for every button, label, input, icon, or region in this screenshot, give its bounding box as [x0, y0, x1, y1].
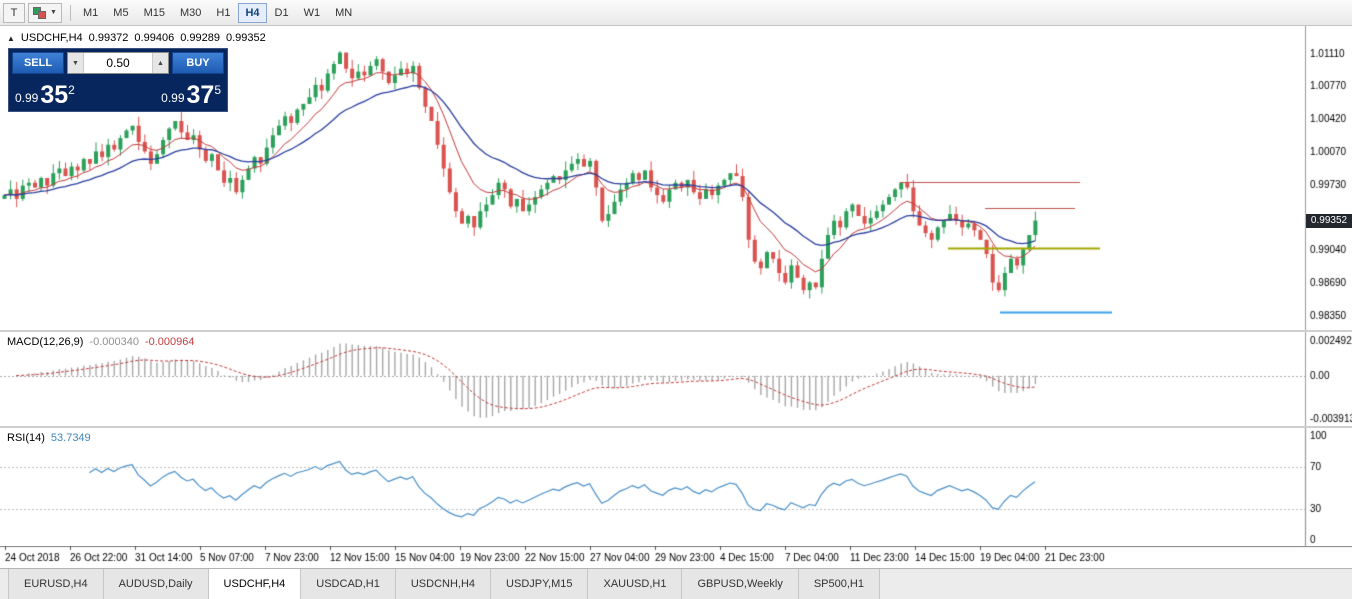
tab-usdchf-h4[interactable]: USDCHF,H4 [208, 569, 302, 599]
window-icon[interactable]: T [3, 2, 25, 23]
one-click-prices-row: 0.99 35 2 0.99 37 5 [12, 76, 224, 108]
rsi-label: RSI(14) 53.7349 [7, 432, 91, 444]
tab-gbpusd-weekly[interactable]: GBPUSD,Weekly [682, 569, 799, 599]
buy-button[interactable]: BUY [172, 52, 224, 74]
high-value: 0.99406 [134, 32, 175, 44]
timeframe-button-mn[interactable]: MN [335, 6, 353, 19]
panel-splitter[interactable] [0, 426, 1352, 428]
one-click-trading-panel: SELL ▼ 0.50 ▲ BUY 0.99 35 2 0.99 37 5 [8, 48, 228, 112]
macd-signal-value: -0.000964 [144, 336, 195, 348]
buy-price-figure: 0.99 [161, 91, 185, 105]
macd-canvas[interactable] [0, 332, 1352, 426]
close-value: 0.99352 [225, 32, 266, 44]
toolbar-separator [70, 4, 71, 21]
one-click-toggle-icon[interactable]: ▲ [7, 33, 15, 43]
lot-increase-button[interactable]: ▲ [152, 53, 168, 73]
lot-size-control: ▼ 0.50 ▲ [67, 52, 169, 74]
sell-price-pips: 35 [40, 81, 69, 109]
lot-size-input[interactable]: 0.50 [106, 56, 130, 70]
tab-usdjpy-m15[interactable]: USDJPY,M15 [491, 569, 589, 599]
macd-label: MACD(12,26,9) -0.000340 -0.000964 [7, 336, 195, 348]
one-click-controls-row: SELL ▼ 0.50 ▲ BUY [12, 52, 224, 74]
tab-usdcnh-h4[interactable]: USDCNH,H4 [395, 569, 492, 599]
timeframe-button-m15[interactable]: M15 [143, 6, 165, 19]
macd-main-value: -0.000340 [89, 336, 139, 348]
timeframe-button-h1[interactable]: H1 [216, 6, 231, 19]
time-axis[interactable] [0, 546, 1352, 568]
rsi-canvas[interactable] [0, 428, 1352, 546]
current-price-badge: 0.99352 [1306, 213, 1352, 228]
timeframe-button-w1[interactable]: W1 [303, 6, 321, 19]
symbol-label: USDCHF,H4 [20, 32, 83, 44]
tab-eurusd-h4[interactable]: EURUSD,H4 [8, 569, 104, 599]
rsi-title: RSI(14) [7, 432, 45, 444]
tab-sp500-h1[interactable]: SP500,H1 [798, 569, 880, 599]
chevron-down-icon: ▼ [50, 9, 57, 16]
timeframe-button-m1[interactable]: M1 [83, 6, 99, 19]
chart-ohlc-label: ▲ USDCHF,H4 0.99372 0.99406 0.99289 0.99… [7, 32, 266, 44]
buy-price-point: 5 [214, 83, 221, 97]
macd-title: MACD(12,26,9) [7, 336, 84, 348]
macd-panel: MACD(12,26,9) -0.000340 -0.000964 [0, 332, 1352, 426]
open-value: 0.99372 [88, 32, 129, 44]
window-icon-glyph: T [10, 6, 18, 19]
low-value: 0.99289 [180, 32, 220, 44]
panel-splitter[interactable] [0, 330, 1352, 332]
sell-price-figure: 0.99 [15, 91, 39, 105]
rsi-value: 53.7349 [50, 432, 91, 444]
palette-swatch-icon [38, 10, 47, 19]
timeframe-button-h4[interactable]: H4 [238, 2, 267, 23]
sell-price: 0.99 35 2 [15, 76, 75, 108]
tab-audusd-daily[interactable]: AUDUSD,Daily [103, 569, 209, 599]
chart-toolbar: T ▼ M1 M5 M15 M30 H1 H4 D1 W1 MN [0, 0, 1352, 26]
timeframe-button-d1[interactable]: D1 [274, 6, 289, 19]
tab-xauusd-h1[interactable]: XAUUSD,H1 [588, 569, 683, 599]
timeframe-button-m30[interactable]: M30 [179, 6, 202, 19]
buy-price: 0.99 37 5 [161, 76, 221, 108]
price-chart-panel: ▲ USDCHF,H4 0.99372 0.99406 0.99289 0.99… [0, 26, 1352, 330]
timeframe-group: M1 M5 M15 M30 H1 H4 D1 W1 MN [76, 2, 359, 23]
time-axis-canvas [0, 546, 1352, 568]
tab-usdcad-h1[interactable]: USDCAD,H1 [301, 569, 396, 599]
chart-tab-bar: EURUSD,H4 AUDUSD,Daily USDCHF,H4 USDCAD,H1 U… [0, 568, 1352, 599]
timeframe-button-m5[interactable]: M5 [113, 6, 129, 19]
sell-price-point: 2 [68, 83, 75, 97]
buy-price-pips: 37 [186, 81, 215, 109]
lot-decrease-button[interactable]: ▼ [68, 53, 84, 73]
sell-button[interactable]: SELL [12, 52, 64, 74]
palette-icon-button[interactable]: ▼ [28, 2, 62, 23]
rsi-panel: RSI(14) 53.7349 [0, 428, 1352, 546]
